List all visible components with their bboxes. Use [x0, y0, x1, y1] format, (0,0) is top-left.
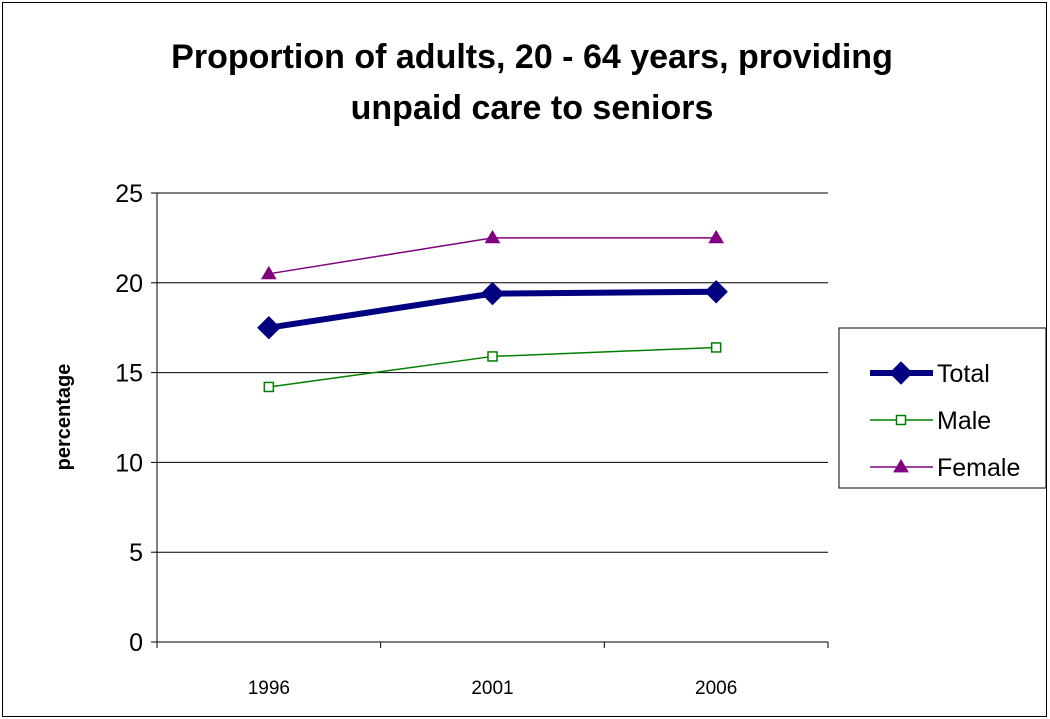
y-tick-label: 20	[115, 270, 143, 298]
legend-marker-female	[893, 459, 909, 473]
x-tick-label: 1996	[248, 678, 290, 699]
legend-box	[838, 327, 1047, 489]
y-axis-label: percentage	[53, 364, 75, 471]
legend: Total Male Female	[838, 327, 1047, 489]
legend-label-male: Male	[937, 407, 991, 435]
chart-title-line-1: Proportion of adults, 20 - 64 years, pro…	[171, 38, 893, 76]
data-point-total	[704, 280, 728, 304]
y-tick-label: 5	[129, 539, 143, 567]
data-point-female	[708, 229, 725, 244]
data-point-male	[263, 381, 275, 393]
data-point-total	[480, 281, 505, 306]
data-point-male	[487, 351, 498, 362]
chart-title-line-2: unpaid care to seniors	[351, 89, 714, 127]
x-tick-label: 2001	[471, 678, 513, 699]
data-point-total	[257, 315, 281, 340]
y-tick-label: 15	[115, 360, 143, 388]
y-tick-label: 25	[115, 180, 143, 208]
legend-label-female: Female	[937, 454, 1020, 482]
legend-label-total: Total	[937, 360, 990, 388]
x-tick-label: 2006	[695, 678, 737, 699]
y-tick-label: 0	[129, 629, 143, 657]
y-tick-label: 10	[115, 449, 143, 477]
plot-area: 0 5 10 15 20 25 1996 2001 2006	[115, 180, 829, 699]
legend-marker-male	[895, 414, 907, 426]
data-point-male	[710, 342, 722, 353]
data-point-female	[484, 229, 501, 244]
legend-marker-total	[889, 361, 913, 385]
data-point-female	[260, 265, 277, 280]
